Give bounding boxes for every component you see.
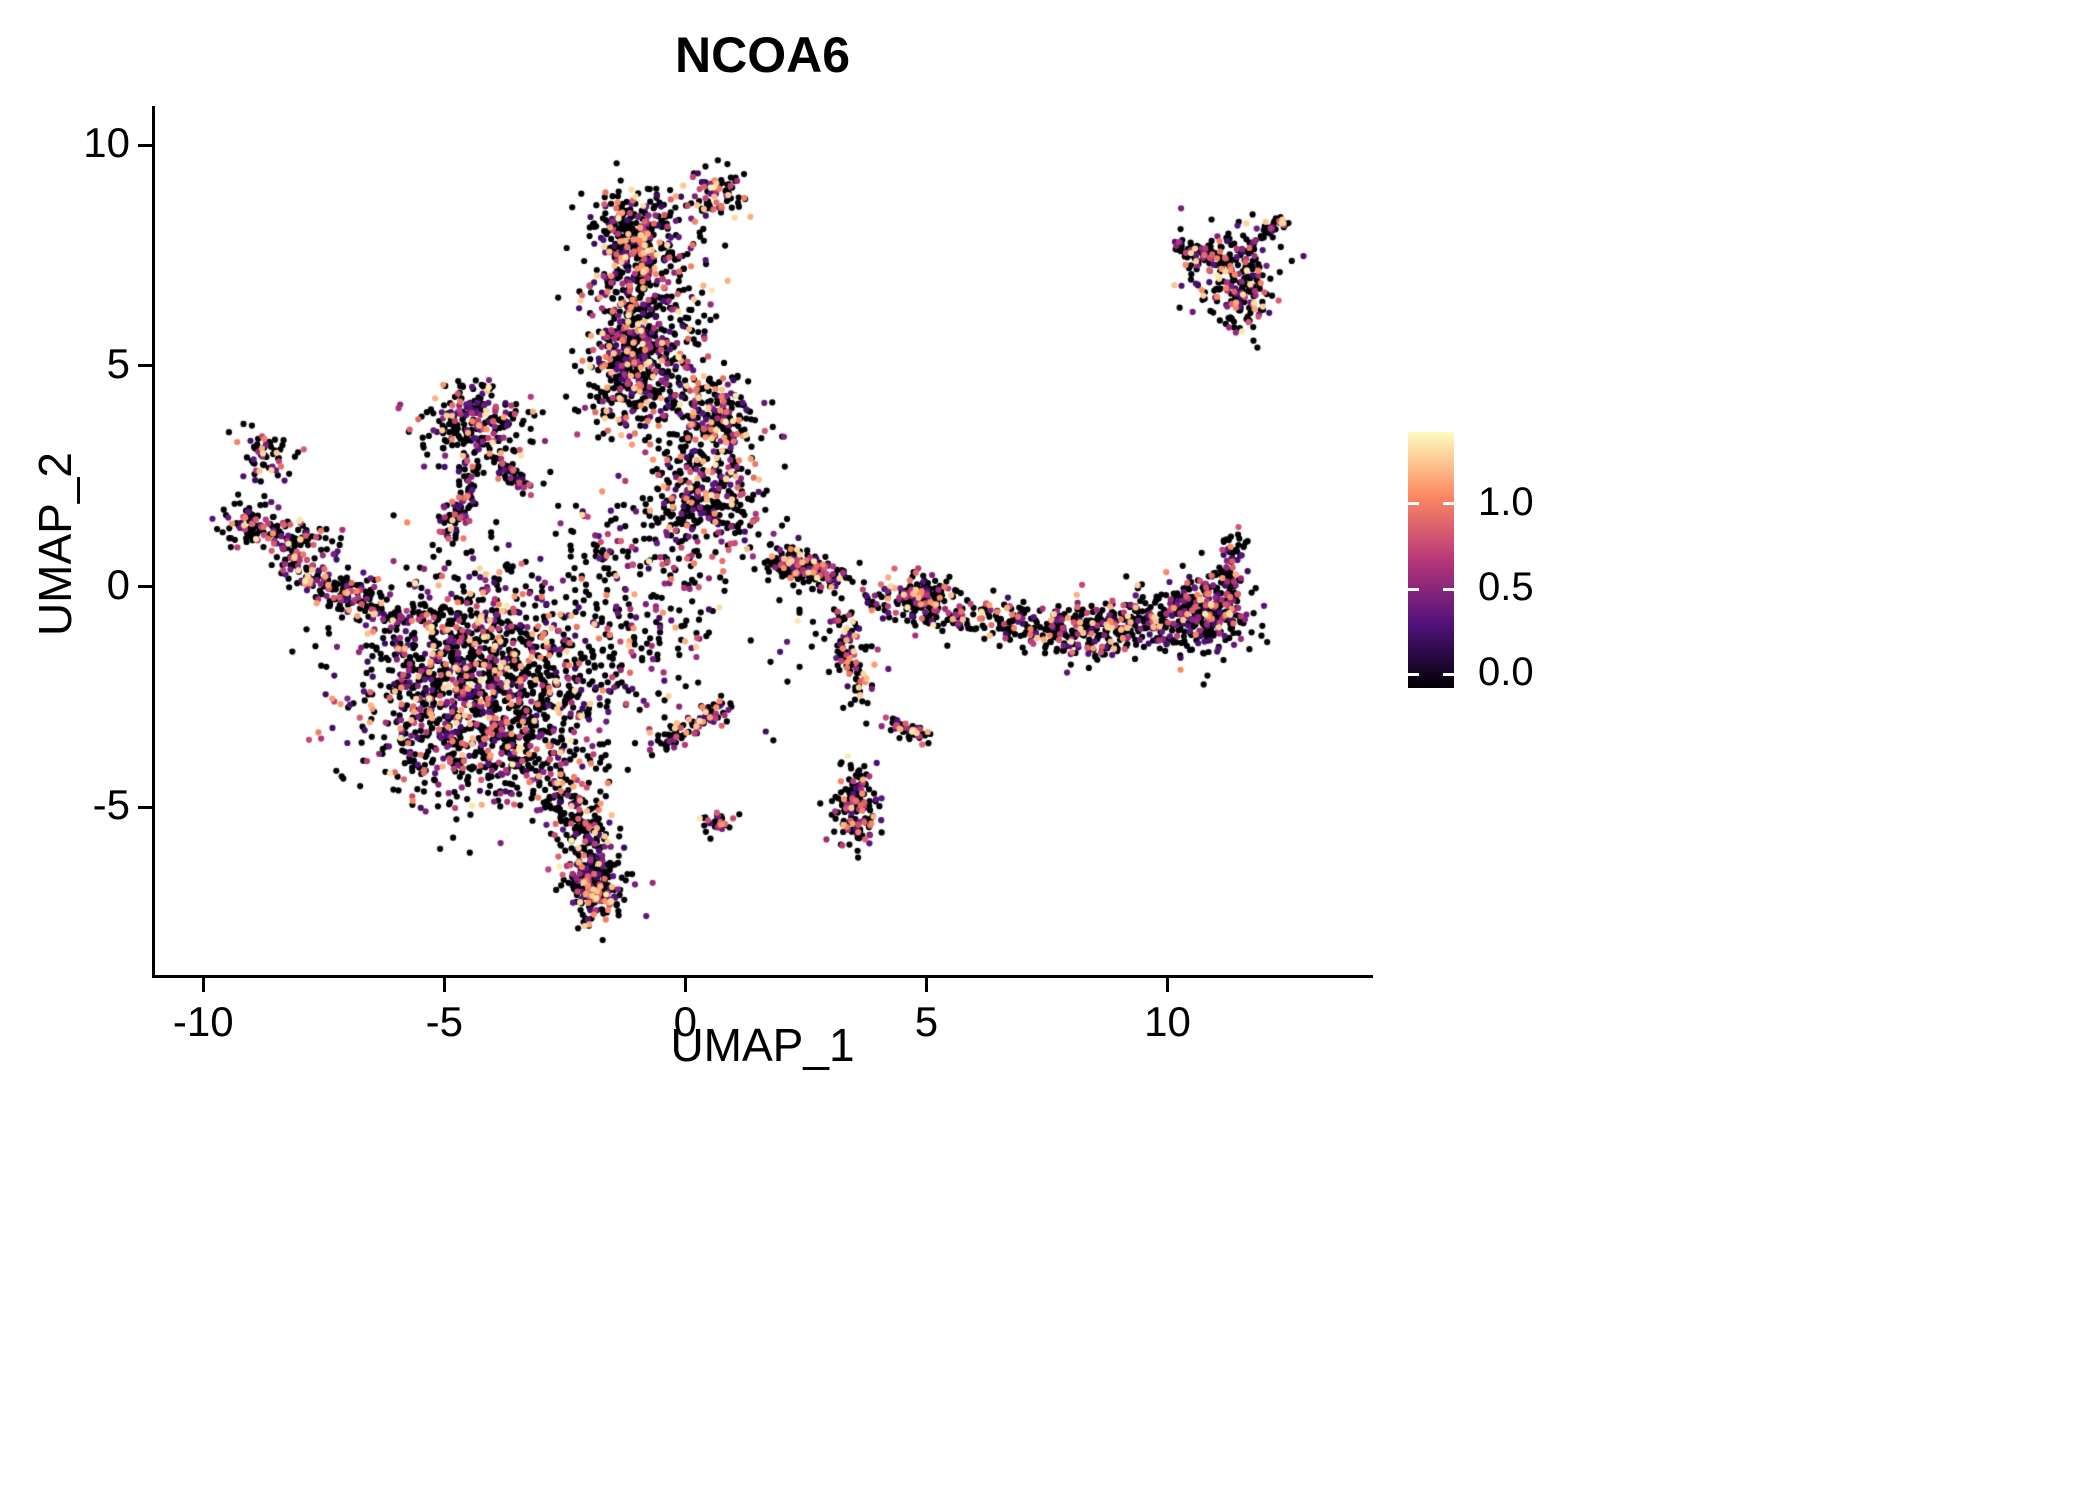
x-tick-mark [924, 978, 928, 992]
y-axis-line [152, 106, 155, 978]
x-tick-mark [683, 978, 687, 992]
y-tick-mark [138, 364, 152, 368]
colorbar-tick-mark [1443, 587, 1454, 591]
colorbar-tick-label: 1.0 [1478, 479, 1534, 524]
x-axis-line [152, 975, 1373, 978]
y-tick-label: 5 [106, 339, 130, 387]
y-axis-label: UMAP_2 [29, 451, 81, 637]
x-tick-mark [442, 978, 446, 992]
y-tick-mark [138, 805, 152, 809]
colorbar-tick-mark [1443, 672, 1454, 676]
colorbar-tick-mark [1408, 672, 1419, 676]
x-tick-label: -5 [425, 998, 463, 1045]
colorbar-tick-mark [1408, 587, 1419, 591]
x-tick-label: -10 [172, 998, 234, 1045]
x-axis-label: UMAP_1 [670, 1019, 855, 1071]
x-tick-label: 5 [914, 998, 939, 1045]
colorbar-gradient [1408, 432, 1454, 688]
plot-title: NCOA6 [674, 27, 851, 83]
y-tick-mark [138, 143, 152, 147]
y-tick-label: 10 [83, 119, 130, 167]
y-tick-label: -5 [92, 781, 130, 829]
y-tick-label: 0 [106, 560, 130, 608]
x-tick-mark [201, 978, 205, 992]
x-tick-label: 0 [673, 998, 698, 1045]
colorbar-tick-mark [1443, 502, 1454, 506]
colorbar-tick-label: 0.5 [1478, 565, 1534, 609]
colorbar-tick-mark [1408, 502, 1419, 506]
colorbar-tick-label: 0.0 [1478, 650, 1534, 695]
y-tick-mark [138, 585, 152, 589]
x-tick-label: 10 [1144, 998, 1191, 1045]
x-tick-mark [1166, 978, 1169, 992]
scatter-points-canvas [155, 110, 1370, 975]
